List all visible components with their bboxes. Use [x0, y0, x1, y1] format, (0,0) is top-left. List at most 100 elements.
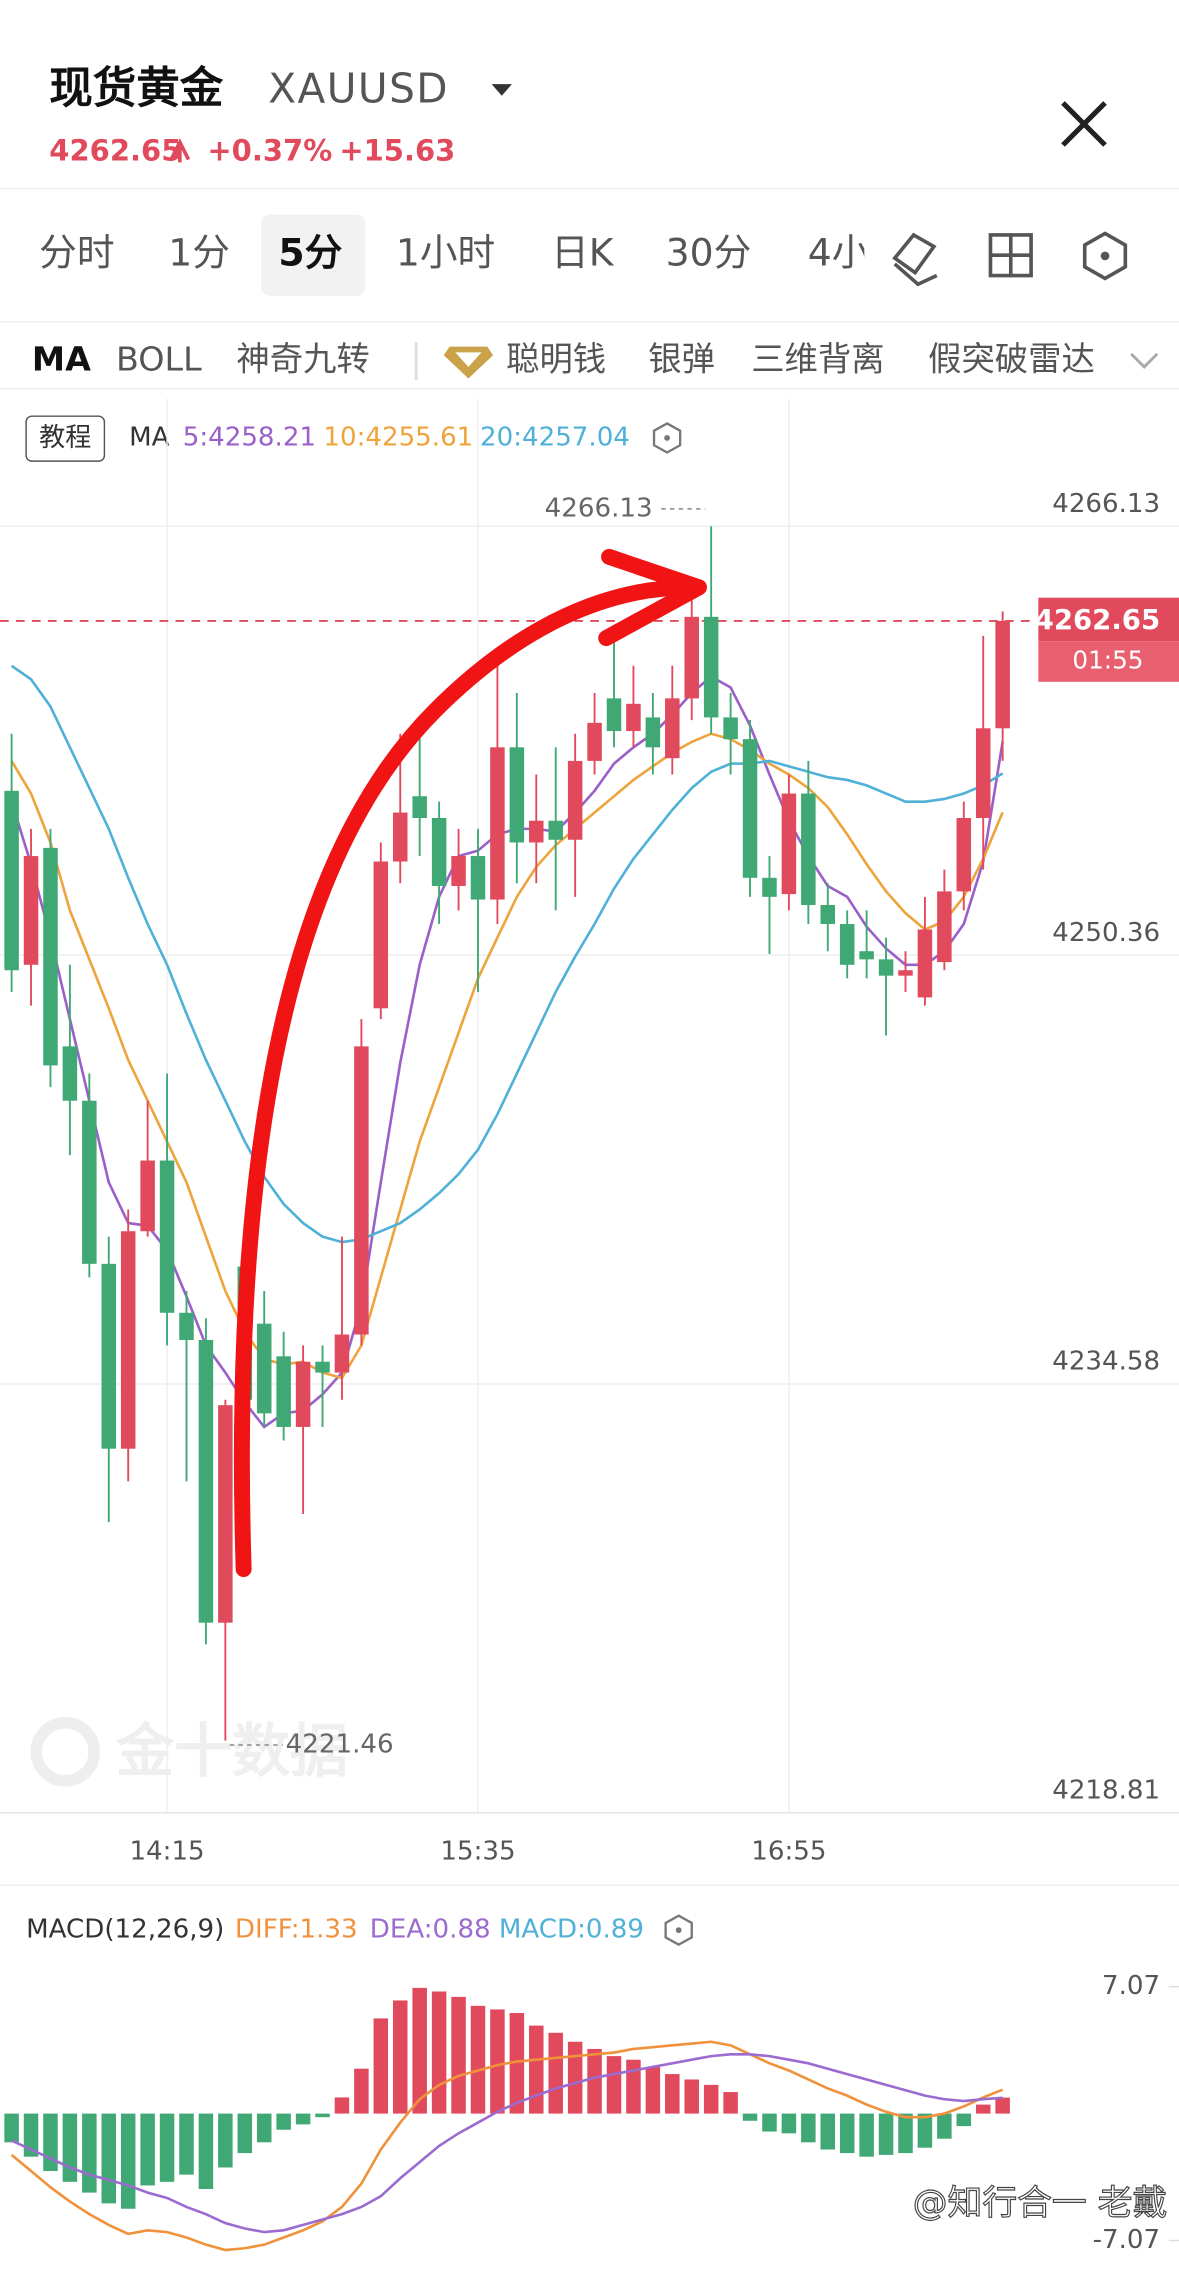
macd-bar: [431, 1991, 447, 2114]
candle-body: [723, 717, 738, 740]
tab[interactable]: 分时: [39, 231, 114, 275]
low-label: 4221.46: [286, 1730, 394, 1760]
price-tag: [1038, 597, 1179, 642]
dropdown-icon[interactable]: [491, 84, 512, 96]
tutorial-button[interactable]: [25, 415, 106, 462]
macd-bar: [529, 2025, 544, 2114]
indicator[interactable]: 银弹: [648, 340, 715, 379]
close-button[interactable]: [1061, 101, 1107, 147]
expand-icon[interactable]: [1130, 352, 1159, 369]
tab[interactable]: 30分: [666, 231, 752, 275]
indicator[interactable]: 聪明钱: [506, 340, 606, 379]
macd-bar: [995, 2097, 1010, 2114]
indicator[interactable]: 假突破雷达: [928, 340, 1095, 379]
ma-line: [10, 664, 1004, 1244]
candle-body: [470, 856, 486, 900]
indicator[interactable]: BOLL: [116, 340, 202, 379]
macd-bar: [723, 2092, 738, 2114]
candle-body: [140, 1160, 155, 1232]
countdown-tag: [1038, 641, 1179, 682]
candle-body: [548, 820, 563, 840]
candle-body: [937, 891, 952, 963]
candle-body: [995, 620, 1010, 729]
y-tick-label: -7.07: [1093, 2225, 1161, 2255]
legend-settings-icon[interactable]: [652, 422, 682, 454]
legend-entry: DEA:0.88: [370, 1915, 491, 1945]
indicator[interactable]: 神奇九转: [236, 340, 369, 379]
candle-body: [509, 747, 525, 843]
candle-body: [490, 747, 505, 900]
candle-body: [665, 698, 680, 759]
candle-body: [120, 1231, 136, 1449]
macd-bar: [626, 2059, 641, 2114]
candle-body: [82, 1100, 97, 1264]
tab-active[interactable]: 5分: [278, 231, 342, 275]
legend-settings-dot: [664, 435, 670, 441]
settings-icon[interactable]: [1082, 231, 1128, 281]
settings-icon-dot: [1100, 251, 1110, 261]
change-pct: +0.37%: [207, 133, 332, 167]
candle-body: [781, 793, 797, 895]
macd-bar: [898, 2113, 913, 2154]
instrument-symbol[interactable]: XAUUSD: [268, 64, 449, 112]
macd-bar: [62, 2113, 78, 2182]
candle-body: [878, 959, 894, 976]
annotation-arrowhead: [598, 548, 707, 647]
candle-body: [431, 817, 447, 886]
macd-bar: [354, 2068, 369, 2114]
macd-bar: [859, 2113, 874, 2157]
candle-body: [23, 856, 39, 965]
tab[interactable]: 日K: [551, 231, 615, 275]
macd-bar: [120, 2113, 136, 2209]
macd-bar: [839, 2113, 855, 2154]
plot-layer: 4266.13 4250.36 4234.58 4218.81 14:15 15:35 16…: [0, 398, 1179, 2255]
instrument-name: 现货黄金: [49, 64, 223, 114]
macd-bar: [470, 2005, 486, 2114]
macd-bar: [218, 2113, 233, 2168]
macd-bar: [781, 2113, 797, 2134]
candle-body: [742, 739, 758, 878]
price: 4262.65: [49, 133, 181, 167]
candle-body: [101, 1263, 117, 1449]
ma-line: [11, 2053, 1003, 2234]
candle-body: [354, 1046, 369, 1335]
candle-body: [412, 796, 427, 818]
candle-body: [393, 812, 408, 862]
candle-body: [334, 1334, 350, 1373]
candle-body: [218, 1405, 233, 1623]
annotation-arrow: [233, 579, 699, 1578]
macd-bar: [315, 2113, 330, 2118]
layout-icon[interactable]: [988, 233, 1033, 278]
macd-bar: [295, 2113, 311, 2125]
x-tick-label: 14:15: [129, 1836, 204, 1866]
macd-settings-icon[interactable]: [664, 1914, 693, 1947]
credit-watermark: @知行合一 老戴: [913, 2183, 1168, 2223]
tutorial-label[interactable]: 教程: [39, 423, 91, 453]
macd-bar: [82, 2113, 97, 2193]
macd-bar: [412, 1987, 427, 2114]
legend-entry: DIFF:1.33: [235, 1915, 358, 1945]
indicator[interactable]: 三维背离: [751, 340, 884, 379]
tab[interactable]: 1分: [168, 231, 230, 275]
indicator-active[interactable]: MA: [32, 340, 91, 379]
macd-bar: [393, 2000, 408, 2114]
ma-line: [10, 2040, 1004, 2252]
macd-bar: [606, 2056, 622, 2114]
candle-body: [975, 728, 991, 818]
candle-body: [626, 703, 641, 732]
candle-body: [529, 820, 544, 843]
y-tick-label: 4250.36: [1052, 918, 1160, 948]
legend-entry: 20:4257.04: [480, 422, 630, 452]
candle-body: [801, 793, 816, 905]
legend-entry: 10:4255.61: [323, 422, 473, 452]
draw-tool-icon[interactable]: [892, 232, 938, 287]
candle-body: [43, 847, 58, 1066]
tab[interactable]: 4小: [808, 231, 870, 275]
candle-body: [315, 1361, 330, 1373]
macd-bar: [567, 2041, 583, 2114]
tab[interactable]: 1小时: [396, 231, 495, 275]
x-tick-label: 16:55: [751, 1836, 826, 1866]
macd-bar: [684, 2079, 699, 2114]
macd-bar: [276, 2113, 291, 2130]
